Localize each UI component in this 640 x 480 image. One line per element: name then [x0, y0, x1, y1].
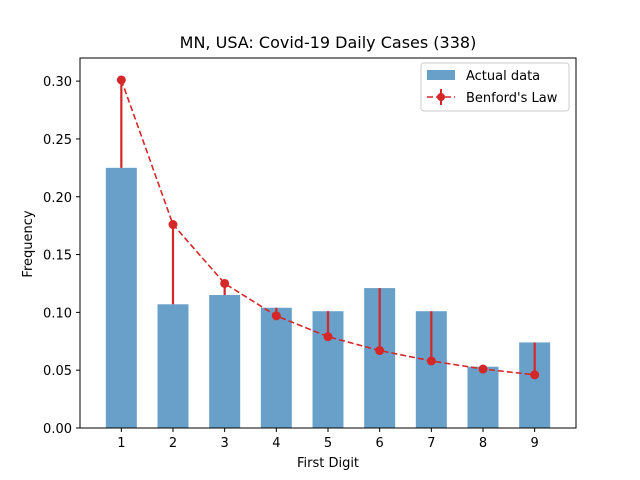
bar-series — [105, 167, 551, 428]
y-tick-label: 0.25 — [43, 133, 72, 148]
legend-box — [420, 62, 570, 112]
x-tick-label: 8 — [479, 436, 487, 451]
x-tick-label: 2 — [169, 436, 177, 451]
benford-point-digit-9 — [530, 370, 540, 380]
x-tick-label: 7 — [427, 436, 435, 451]
benford-point-digit-5 — [323, 332, 333, 342]
legend-swatch-actual — [427, 70, 455, 80]
chart-title: MN, USA: Covid-19 Daily Cases (338) — [180, 33, 477, 52]
x-axis: 1 2 3 4 5 6 7 8 9 — [117, 428, 539, 451]
x-tick-label: 6 — [376, 436, 384, 451]
bar-digit-2 — [157, 304, 189, 428]
benford-point-digit-1 — [116, 75, 126, 85]
bar-digit-4 — [260, 307, 292, 428]
y-tick-label: 0.05 — [43, 364, 72, 379]
legend: Actual data Benford's Law — [420, 62, 570, 112]
y-tick-label: 0.00 — [43, 422, 72, 437]
y-tick-label: 0.30 — [43, 75, 72, 90]
x-tick-label: 1 — [117, 436, 125, 451]
benford-line — [120, 79, 535, 376]
x-tick-label: 5 — [324, 436, 332, 451]
benford-point-digit-8 — [478, 364, 488, 374]
x-tick-label: 3 — [221, 436, 229, 451]
benford-point-digit-7 — [426, 356, 436, 366]
legend-label-benford: Benford's Law — [466, 91, 558, 106]
bar-digit-8 — [467, 366, 499, 428]
benford-point-digit-4 — [271, 311, 281, 321]
x-tick-label: 9 — [531, 436, 539, 451]
benford-line-series — [116, 75, 540, 380]
y-axis: 0.00 0.05 0.10 0.15 0.20 0.25 0.30 — [43, 75, 80, 437]
y-tick-label: 0.20 — [43, 191, 72, 206]
legend-label-actual: Actual data — [466, 69, 540, 84]
bar-digit-1 — [105, 167, 137, 428]
benford-point-digit-6 — [375, 346, 385, 356]
benford-point-digit-2 — [168, 220, 178, 229]
y-tick-label: 0.15 — [43, 249, 72, 264]
legend-swatch-benford-marker — [437, 93, 445, 101]
y-axis-label: Frequency — [21, 210, 36, 277]
x-tick-label: 4 — [272, 436, 280, 451]
x-axis-label: First Digit — [297, 456, 359, 471]
bar-digit-3 — [209, 295, 241, 428]
benford-point-digit-3 — [220, 278, 230, 288]
y-tick-label: 0.10 — [43, 306, 72, 321]
